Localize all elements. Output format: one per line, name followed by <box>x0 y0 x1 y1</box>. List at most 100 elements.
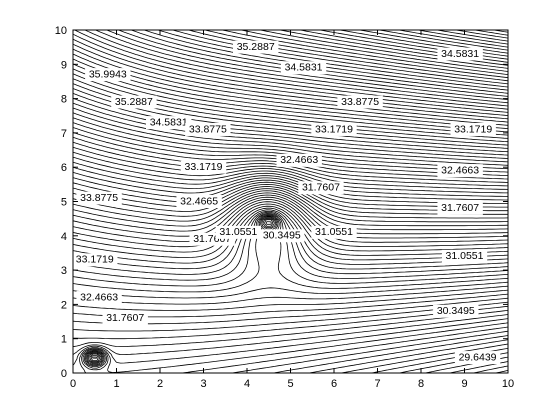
contour-line-44 <box>72 156 509 197</box>
contour-label-bg-20 <box>441 249 488 263</box>
contour-line-43 <box>72 161 508 201</box>
contour-label-24: 32.4663 <box>80 291 118 303</box>
contour-label-bg-1 <box>111 95 157 109</box>
y-tick-label-9: 9 <box>61 59 67 71</box>
contour-label-13: 32.4663 <box>280 154 318 166</box>
y-axis-ticks: 0 1 2 3 4 5 6 7 8 9 10 <box>55 25 508 380</box>
contour-label-bg-3 <box>146 116 192 130</box>
x-tick-label-2: 2 <box>157 378 163 390</box>
y-tick-label-8: 8 <box>61 94 67 106</box>
contour-label-21: 30.3495 <box>263 230 301 242</box>
x-tick-label-6: 6 <box>331 378 337 390</box>
contour-line-54 <box>72 107 509 163</box>
contour-label-12: 32.4665 <box>180 195 218 207</box>
contour-line-91 <box>417 29 509 45</box>
x-tick-label-9: 9 <box>461 378 467 390</box>
contour-line-45 <box>72 151 508 194</box>
contour-line-46 <box>72 146 509 190</box>
contour-label-bg-10 <box>450 122 496 136</box>
contour-line-12 <box>72 318 509 366</box>
contour-label-bg-2 <box>233 40 279 54</box>
contour-label-26: 29.6439 <box>459 351 497 363</box>
contour-label-22: 30.3495 <box>437 305 475 317</box>
y-tick-label-6: 6 <box>61 162 67 174</box>
contour-label-bg-18 <box>215 225 261 239</box>
contour-label-bg-11 <box>76 191 122 205</box>
contour-label-0: 35.9943 <box>89 68 127 80</box>
x-tick-label-1: 1 <box>113 378 119 390</box>
contour-label-bg-5 <box>437 47 483 61</box>
contour-line-88 <box>359 29 509 54</box>
contour-label-2: 35.2887 <box>237 41 275 53</box>
x-tick-label-3: 3 <box>200 378 206 390</box>
contour-label-bg-16 <box>298 181 344 195</box>
contour-line-9 <box>82 330 509 374</box>
x-tick-label-10: 10 <box>502 378 514 390</box>
contour-line-19 <box>72 216 509 311</box>
contour-label-bg-9 <box>311 122 357 136</box>
y-tick-label-3: 3 <box>61 265 67 277</box>
contour-label-17: 31.7607 <box>441 202 479 214</box>
contour-label-bg-13 <box>276 153 322 167</box>
contour-label-6: 33.8775 <box>189 123 227 135</box>
x-tick-label-7: 7 <box>374 378 380 390</box>
x-axis-ticks: 0 1 2 3 4 5 6 7 8 9 10 <box>70 30 514 390</box>
contour-line-80 <box>205 29 509 79</box>
y-tick-label-10: 10 <box>55 25 67 37</box>
contour-label-7: 33.8775 <box>341 96 379 108</box>
contour-line-70 <box>74 29 509 110</box>
contour-label-bg-6 <box>185 122 231 136</box>
contour-line-92 <box>436 29 509 42</box>
contour-line-81 <box>222 29 509 75</box>
contour-label-16: 31.7607 <box>302 182 340 194</box>
contour-label-bg-12 <box>176 195 222 208</box>
contour-label-bg-17 <box>437 201 483 215</box>
contour-label-1: 35.2887 <box>115 96 153 108</box>
contour-label-bg-8 <box>180 160 227 174</box>
y-tick-label-0: 0 <box>61 368 67 380</box>
x-tick-label-4: 4 <box>244 378 250 390</box>
contour-line-24 <box>72 211 509 281</box>
contour-line-30 <box>72 201 509 252</box>
contour-labels: 35.9943 35.2887 35.2887 34.5831 34.5831 34.58… <box>72 40 501 365</box>
contour-label-25: 31.7607 <box>106 312 144 324</box>
contour-label-bg-24 <box>76 291 122 305</box>
contour-line-25 <box>72 210 509 275</box>
contour-label-bg-23 <box>72 253 118 267</box>
contour-line-11 <box>79 322 509 374</box>
contour-label-bg-19 <box>311 225 357 239</box>
x-tick-label-5: 5 <box>287 378 293 390</box>
contour-line-36 <box>72 188 509 227</box>
contour-line-71 <box>84 29 509 107</box>
contour-line-83 <box>260 29 509 69</box>
contour-line-35 <box>72 190 509 231</box>
contour-label-bg-4 <box>280 61 327 75</box>
contour-label-8: 33.1719 <box>185 161 223 173</box>
contour-label-14: 32.4663 <box>441 164 479 176</box>
contour-line-82 <box>240 29 509 72</box>
contour-label-bg-22 <box>433 304 479 318</box>
contour-label-bg-7 <box>337 95 383 109</box>
contour-label-bg-0 <box>85 68 131 82</box>
contour-line-84 <box>279 29 509 66</box>
contour-label-3: 34.5831 <box>150 116 188 128</box>
contour-label-11: 33.8775 <box>80 192 118 204</box>
contour-line-90 <box>398 29 509 48</box>
contour-line-89 <box>379 29 509 51</box>
contour-line-72 <box>95 29 509 104</box>
y-tick-label-2: 2 <box>61 299 67 311</box>
contour-label-4: 34.5831 <box>285 62 323 74</box>
contour-label-9: 33.1719 <box>315 123 353 135</box>
y-tick-label-7: 7 <box>61 128 67 140</box>
contour-label-bg-21 <box>259 229 305 243</box>
x-tick-label-8: 8 <box>418 378 424 390</box>
contour-label-10: 33.1719 <box>454 123 492 135</box>
contour-label-20: 31.0551 <box>446 250 484 262</box>
contour-line-60 <box>72 78 509 143</box>
contour-line-53 <box>72 112 509 166</box>
contour-label-bg-26 <box>454 351 501 365</box>
contour-label-bg-25 <box>102 311 148 325</box>
contour-label-5: 34.5831 <box>441 48 479 60</box>
x-tick-label-0: 0 <box>70 378 76 390</box>
